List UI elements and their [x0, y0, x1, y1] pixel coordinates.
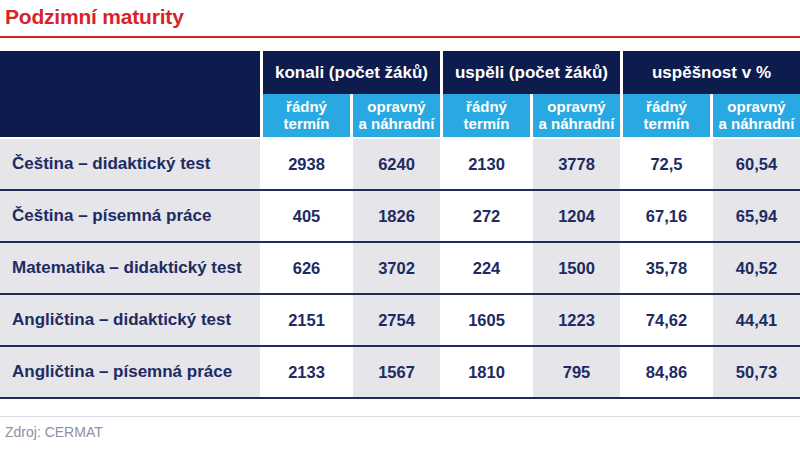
data-cell: 40,52: [713, 243, 800, 293]
data-cell: 795: [533, 347, 620, 397]
subheader-line2: a náhradní: [719, 116, 795, 133]
subheader-line2: termín: [644, 116, 690, 133]
data-cell: 74,62: [623, 295, 710, 345]
data-cell: 626: [263, 243, 350, 293]
subheader-line1: opravný: [727, 99, 785, 116]
data-cell: 405: [263, 191, 350, 241]
data-cell: 1500: [533, 243, 620, 293]
title-underline: [0, 36, 800, 38]
corner-cell: [0, 51, 260, 137]
data-cell: 35,78: [623, 243, 710, 293]
subheader-line2: termín: [464, 116, 510, 133]
data-cell: 72,5: [623, 139, 710, 189]
group-header-uspesnost: uspěšnost v %: [623, 51, 800, 94]
data-cell: 272: [443, 191, 530, 241]
subheader-line2: a náhradní: [359, 116, 435, 133]
data-cell: 1826: [353, 191, 440, 241]
row-label: Matematika – didaktický test: [0, 243, 260, 293]
data-cell: 3778: [533, 139, 620, 189]
data-cell: 2938: [263, 139, 350, 189]
table-row: Angličtina – písemná práce 2133 1567 181…: [0, 347, 800, 399]
table-header: konali (počet žáků) uspěli (počet žáků) …: [0, 51, 800, 137]
data-cell: 2130: [443, 139, 530, 189]
data-cell: 67,16: [623, 191, 710, 241]
row-label: Čeština – didaktický test: [0, 139, 260, 189]
subheader-line1: opravný: [367, 99, 425, 116]
data-cell: 6240: [353, 139, 440, 189]
title-bar: Podzimní maturity: [0, 0, 800, 36]
data-cell: 224: [443, 243, 530, 293]
subheader-uspesnost-opravny: opravný a náhradní: [713, 94, 800, 137]
data-cell: 2151: [263, 295, 350, 345]
data-cell: 65,94: [713, 191, 800, 241]
subheader-line1: opravný: [547, 99, 605, 116]
data-cell: 60,54: [713, 139, 800, 189]
data-cell: 44,41: [713, 295, 800, 345]
table-row: Matematika – didaktický test 626 3702 22…: [0, 243, 800, 295]
subheader-konali-opravny: opravný a náhradní: [353, 94, 440, 137]
subheader-konali-radny: řádný termín: [263, 94, 350, 137]
subheader-uspeli-radny: řádný termín: [443, 94, 530, 137]
data-cell: 3702: [353, 243, 440, 293]
table-row: Čeština – písemná práce 405 1826 272 120…: [0, 191, 800, 243]
source-note: Zdroj: CERMAT: [0, 417, 800, 440]
table-row: Čeština – didaktický test 2938 6240 2130…: [0, 139, 800, 191]
data-cell: 50,73: [713, 347, 800, 397]
row-label: Čeština – písemná práce: [0, 191, 260, 241]
data-cell: 1204: [533, 191, 620, 241]
page-title: Podzimní maturity: [5, 5, 800, 29]
data-cell: 2754: [353, 295, 440, 345]
subheader-line1: řádný: [466, 99, 507, 116]
subheader-uspeli-opravny: opravný a náhradní: [533, 94, 620, 137]
row-label: Angličtina – didaktický test: [0, 295, 260, 345]
data-cell: 2133: [263, 347, 350, 397]
data-cell: 1567: [353, 347, 440, 397]
table-row: Angličtina – didaktický test 2151 2754 1…: [0, 295, 800, 347]
subheader-line1: řádný: [286, 99, 327, 116]
subheader-uspesnost-radny: řádný termín: [623, 94, 710, 137]
data-cell: 1223: [533, 295, 620, 345]
data-cell: 1810: [443, 347, 530, 397]
subheader-line2: a náhradní: [539, 116, 615, 133]
group-header-konali: konali (počet žáků): [263, 51, 440, 94]
data-cell: 84,86: [623, 347, 710, 397]
subheader-line2: termín: [284, 116, 330, 133]
maturity-results-table: konali (počet žáků) uspěli (počet žáků) …: [0, 51, 800, 399]
group-header-uspeli: uspěli (počet žáků): [443, 51, 620, 94]
data-cell: 1605: [443, 295, 530, 345]
subheader-line1: řádný: [646, 99, 687, 116]
row-label: Angličtina – písemná práce: [0, 347, 260, 397]
